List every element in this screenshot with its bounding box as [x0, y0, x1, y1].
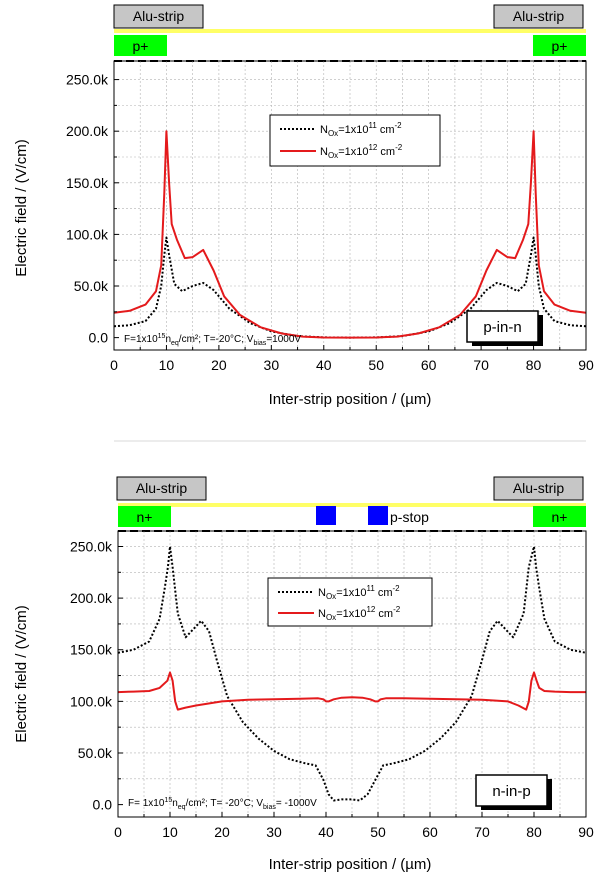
bottom-condition-text: F= 1x1015neq/cm²; T= -20°C; Vbias= -1000… [128, 797, 317, 811]
bottom-x-tick-label: 0 [114, 824, 122, 840]
bottom-legend: NOx=1x1011 cm-2 NOx=1x1012 cm-2 [267, 577, 433, 627]
top-implant-left-label: p+ [133, 38, 149, 54]
bottom-series-nox-1e12 [117, 671, 586, 711]
top-y-tick-label: 100.0k [66, 226, 109, 242]
bottom-device-box [475, 774, 548, 807]
bottom-x-tick-label: 70 [474, 824, 490, 840]
bottom-x-tick-label: 60 [422, 824, 438, 840]
top-x-tick-label: 10 [159, 357, 175, 373]
top-x-axis-label: Inter-strip position / (µm) [269, 391, 432, 408]
bottom-pstop-implant-2 [368, 506, 388, 525]
top-legend-box [269, 114, 441, 167]
top-alu-strip-right-label: Alu-strip [513, 8, 565, 24]
bottom-legend-label-1e12: NOx=1x1012 cm-2 [318, 605, 401, 622]
top-x-tick-label: 60 [421, 357, 437, 373]
top-grid [114, 61, 586, 350]
top-x-tick-label: 30 [264, 357, 280, 373]
bottom-x-tick-label: 30 [266, 824, 282, 840]
top-y-tick-label: 0.0 [89, 330, 109, 346]
bottom-plot-frame [117, 530, 587, 818]
top-implant-right-label: p+ [552, 38, 568, 54]
bottom-x-tick-label: 10 [162, 824, 178, 840]
top-y-tick-label: 200.0k [66, 123, 109, 139]
top-panel: Alu-strip Alu-strip p+ p+ 0 10 20 30 40 50 60 7… [13, 4, 594, 408]
bottom-device-label: n-in-p [492, 783, 530, 800]
top-y-tick-label: 250.0k [66, 72, 109, 88]
top-alu-strip-left-label: Alu-strip [133, 8, 185, 24]
top-legend-label-1e12: NOx=1x1012 cm-2 [320, 143, 403, 160]
top-x-tick-label: 80 [526, 357, 542, 373]
bottom-x-axis-label: Inter-strip position / (µm) [269, 856, 432, 873]
bottom-y-tick-label: 200.0k [70, 590, 113, 606]
top-axis-ticks: 0 10 20 30 40 50 60 70 80 90 0.0 50.0k 100.0k 150.0k 2… [66, 72, 594, 373]
top-implant-left [114, 35, 167, 56]
bottom-alu-strip-left-label: Alu-strip [136, 480, 188, 496]
bottom-implant-left [118, 506, 171, 527]
bottom-y-tick-label: 50.0k [78, 745, 113, 761]
top-series-nox-1e12 [113, 130, 587, 339]
top-y-tick-label: 50.0k [74, 278, 109, 294]
bottom-x-tick-label: 20 [214, 824, 230, 840]
bottom-y-tick-label: 100.0k [70, 693, 113, 709]
bottom-legend-label-1e11: NOx=1x1011 cm-2 [318, 584, 400, 601]
top-device-label: p-in-n [483, 319, 521, 336]
bottom-y-tick-label: 0.0 [93, 797, 113, 813]
bottom-panel: Alu-strip Alu-strip n+ n+ p-stop 0 10 20 30… [13, 476, 594, 873]
top-y-axis-label: Electric field / (V/cm) [13, 139, 30, 277]
bottom-alu-strip-right [493, 476, 584, 501]
top-legend: NOx=1x1011 cm-2 NOx=1x1012 cm-2 [269, 114, 441, 167]
top-condition-text: F=1x1015neq/cm²; T=-20°C; Vbias=1000V [124, 333, 301, 347]
bottom-grid [118, 531, 586, 817]
top-y-tick-label: 150.0k [66, 175, 109, 191]
top-x-tick-label: 50 [368, 357, 384, 373]
bottom-x-tick-label: 40 [318, 824, 334, 840]
bottom-pstop-label: p-stop [390, 509, 429, 525]
top-x-tick-label: 90 [578, 357, 594, 373]
top-legend-label-1e11: NOx=1x1011 cm-2 [320, 121, 402, 138]
bottom-implant-right [533, 506, 586, 527]
bottom-alu-strip-right-label: Alu-strip [513, 480, 565, 496]
top-x-tick-label: 0 [110, 357, 118, 373]
top-plot-area [113, 130, 587, 339]
bottom-x-tick-label: 80 [526, 824, 542, 840]
bottom-implant-left-label: n+ [137, 509, 153, 525]
top-alu-strip-right [493, 4, 584, 29]
top-implant-right [533, 35, 586, 56]
bottom-x-tick-label: 50 [370, 824, 386, 840]
bottom-legend-box [267, 577, 433, 627]
top-x-tick-label: 70 [473, 357, 489, 373]
top-device-box [466, 310, 539, 343]
top-alu-strip-left [113, 4, 204, 29]
bottom-pstop-implant-1 [316, 506, 336, 525]
bottom-implant-right-label: n+ [552, 509, 568, 525]
bottom-y-axis-label: Electric field / (V/cm) [13, 605, 30, 743]
top-x-tick-label: 20 [211, 357, 227, 373]
bottom-y-tick-label: 150.0k [70, 642, 113, 658]
bottom-alu-strip-left [116, 476, 207, 501]
bottom-axis-ticks: 0 10 20 30 40 50 60 70 80 90 0.0 50.0k 100.0k 150.0k 2… [70, 538, 594, 840]
bottom-x-tick-label: 90 [578, 824, 594, 840]
top-x-tick-label: 40 [316, 357, 332, 373]
bottom-plot-area [117, 545, 587, 802]
bottom-y-tick-label: 250.0k [70, 538, 113, 554]
